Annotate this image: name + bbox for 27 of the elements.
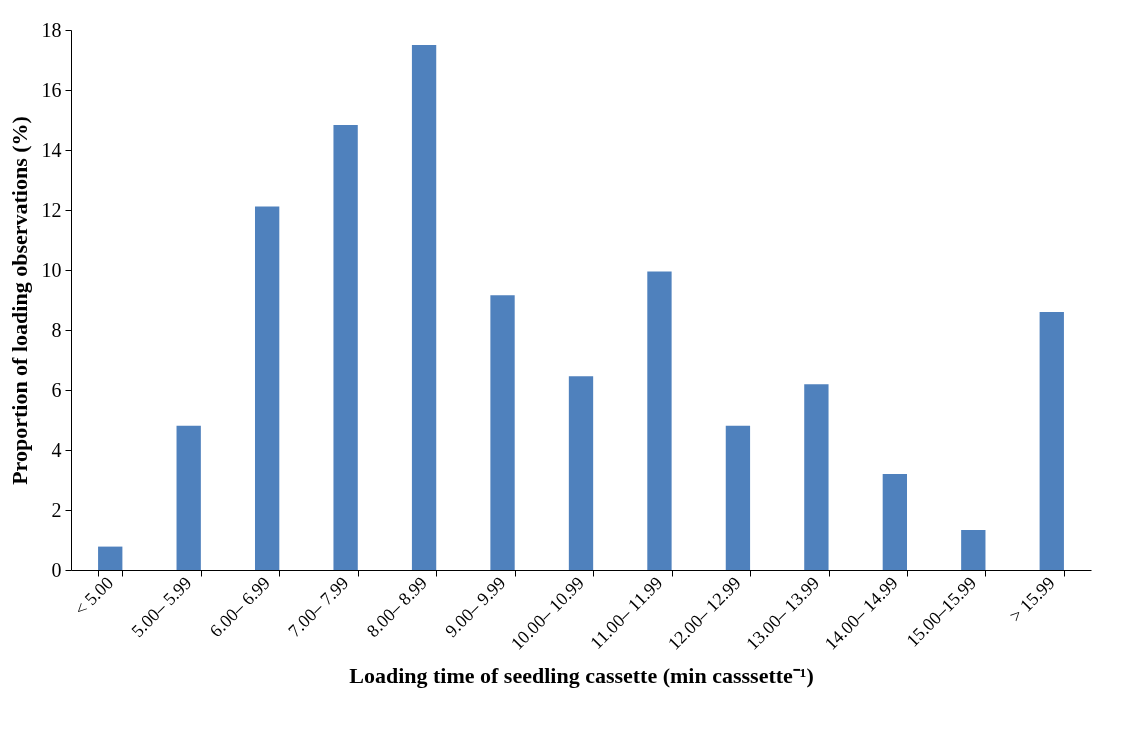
bar <box>490 295 515 570</box>
bar <box>961 530 986 570</box>
bar <box>411 45 437 570</box>
bar <box>725 425 751 570</box>
y-tick-label: 10 <box>41 258 62 281</box>
x-tick-label: 6.00– 6.99 <box>205 572 275 641</box>
bar <box>647 271 672 570</box>
x-axis-title: Loading time of seedling cassette (min casssette⁻¹) <box>349 662 814 688</box>
bar <box>333 125 358 570</box>
y-tick-label: 6 <box>51 378 62 401</box>
bar <box>98 546 123 570</box>
y-tick-label: 14 <box>41 138 62 161</box>
bar <box>254 206 280 570</box>
y-tick-label: 0 <box>51 558 62 581</box>
bar <box>804 384 829 570</box>
y-tick-label: 12 <box>41 198 62 221</box>
y-axis-title: Proportion of loading observations (%) <box>6 116 32 485</box>
y-tick-label: 18 <box>41 18 62 41</box>
bar <box>882 474 908 570</box>
bar <box>568 376 594 570</box>
bar <box>1039 312 1064 570</box>
y-tick-label: 8 <box>51 318 62 341</box>
y-tick-label: 4 <box>51 438 62 461</box>
y-tick-label: 2 <box>51 498 62 521</box>
y-tick-label: 16 <box>41 78 62 101</box>
bar <box>176 425 201 570</box>
x-tick-label: < 5.00 <box>70 572 118 620</box>
